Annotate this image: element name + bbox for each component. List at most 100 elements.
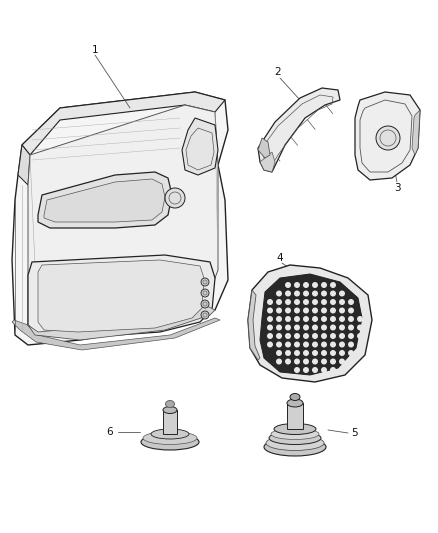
Circle shape [348, 308, 354, 313]
Circle shape [339, 325, 345, 330]
Circle shape [330, 350, 336, 356]
Circle shape [312, 299, 318, 305]
Circle shape [285, 325, 291, 330]
Circle shape [312, 316, 318, 322]
Circle shape [294, 367, 300, 373]
Circle shape [165, 188, 185, 208]
Circle shape [330, 342, 336, 348]
Circle shape [285, 342, 291, 348]
Circle shape [276, 359, 282, 365]
Polygon shape [12, 92, 228, 345]
Circle shape [276, 342, 282, 348]
Polygon shape [248, 265, 372, 382]
Circle shape [303, 299, 309, 305]
Circle shape [276, 333, 282, 339]
Ellipse shape [264, 438, 326, 456]
Circle shape [348, 342, 354, 348]
Circle shape [330, 359, 336, 365]
Circle shape [303, 282, 309, 288]
Ellipse shape [141, 434, 199, 450]
Circle shape [312, 333, 318, 339]
Circle shape [294, 333, 300, 339]
Circle shape [303, 333, 309, 339]
Circle shape [312, 282, 318, 288]
Circle shape [348, 333, 354, 339]
Polygon shape [38, 260, 204, 332]
Circle shape [285, 316, 291, 322]
Circle shape [303, 325, 309, 330]
Circle shape [267, 308, 273, 313]
Circle shape [312, 290, 318, 296]
Circle shape [339, 342, 345, 348]
Circle shape [321, 325, 327, 330]
Circle shape [339, 359, 345, 365]
Circle shape [285, 299, 291, 305]
Ellipse shape [166, 400, 174, 408]
Circle shape [303, 342, 309, 348]
Circle shape [312, 367, 318, 373]
Circle shape [285, 350, 291, 356]
Circle shape [294, 308, 300, 313]
Polygon shape [412, 110, 420, 155]
Circle shape [267, 325, 273, 330]
Circle shape [330, 290, 336, 296]
Ellipse shape [269, 432, 321, 445]
Circle shape [285, 308, 291, 313]
Circle shape [330, 299, 336, 305]
Polygon shape [28, 305, 215, 340]
Circle shape [321, 359, 327, 365]
Circle shape [294, 282, 300, 288]
Circle shape [312, 308, 318, 313]
Polygon shape [28, 255, 215, 338]
Polygon shape [18, 145, 30, 185]
Circle shape [267, 299, 273, 305]
Circle shape [321, 290, 327, 296]
Circle shape [303, 308, 309, 313]
Circle shape [294, 359, 300, 365]
Ellipse shape [151, 429, 189, 439]
Circle shape [201, 289, 209, 297]
Circle shape [348, 325, 354, 330]
Text: 1: 1 [92, 45, 98, 55]
Circle shape [321, 350, 327, 356]
Text: 6: 6 [107, 427, 113, 437]
Ellipse shape [271, 429, 319, 440]
Circle shape [321, 333, 327, 339]
Text: 4: 4 [277, 253, 283, 263]
Polygon shape [163, 410, 177, 434]
Circle shape [339, 299, 345, 305]
Polygon shape [287, 403, 303, 429]
Circle shape [339, 308, 345, 313]
Circle shape [276, 290, 282, 296]
Circle shape [339, 290, 345, 296]
Circle shape [267, 316, 273, 322]
Ellipse shape [266, 435, 324, 450]
Circle shape [294, 290, 300, 296]
Ellipse shape [290, 393, 300, 400]
Circle shape [285, 282, 291, 288]
Circle shape [321, 282, 327, 288]
Polygon shape [355, 92, 420, 180]
Circle shape [321, 367, 327, 373]
Circle shape [330, 308, 336, 313]
Polygon shape [38, 172, 172, 228]
Circle shape [330, 325, 336, 330]
Ellipse shape [143, 432, 197, 445]
Polygon shape [22, 92, 225, 155]
Circle shape [303, 350, 309, 356]
Circle shape [321, 308, 327, 313]
Circle shape [312, 350, 318, 356]
Circle shape [312, 359, 318, 365]
Circle shape [339, 350, 345, 356]
Circle shape [357, 325, 363, 330]
Polygon shape [182, 118, 218, 175]
Circle shape [357, 316, 363, 322]
Circle shape [339, 333, 345, 339]
Text: 3: 3 [394, 183, 400, 193]
Circle shape [201, 278, 209, 286]
Circle shape [376, 126, 400, 150]
Circle shape [330, 367, 336, 373]
Polygon shape [248, 290, 260, 360]
Circle shape [312, 325, 318, 330]
Polygon shape [260, 152, 275, 172]
